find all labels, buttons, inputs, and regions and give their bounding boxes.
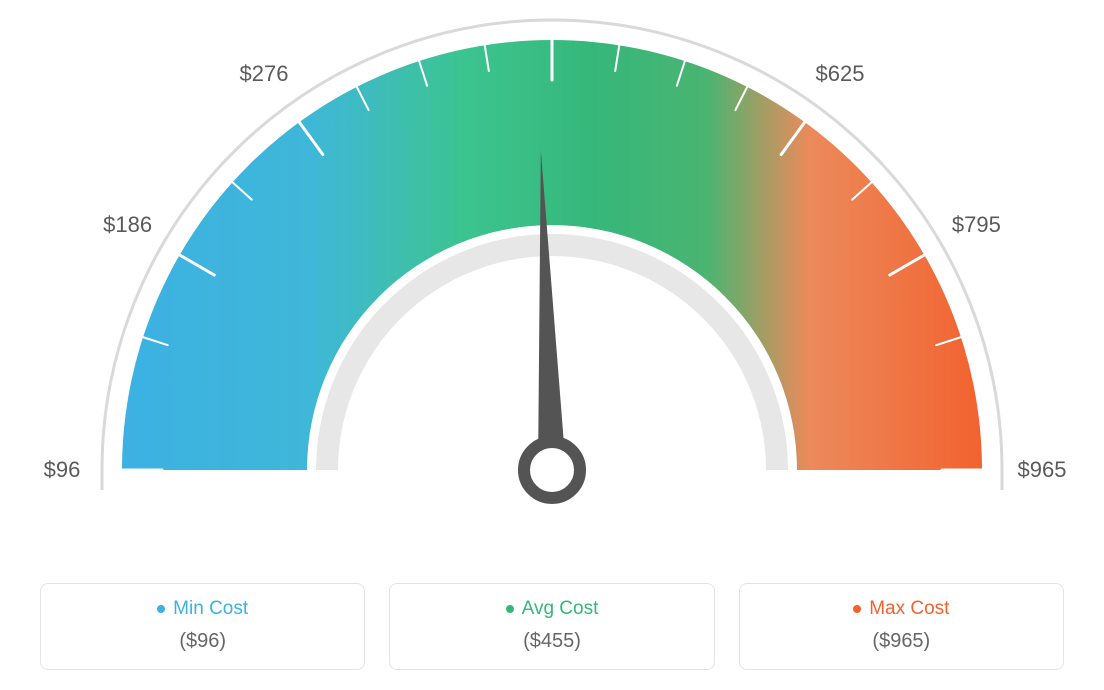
legend-dot-max (853, 605, 861, 613)
legend-card-min: Min Cost ($96) (40, 583, 365, 670)
gauge-container: $96$186$276$455$625$795$965 (0, 0, 1104, 560)
legend-value-avg: ($455) (390, 630, 713, 653)
legend-label-min: Min Cost (173, 598, 248, 620)
legend-dot-avg (506, 605, 514, 613)
legend-dot-min (157, 605, 165, 613)
gauge-tick-label: $96 (44, 457, 81, 483)
legend-label-max: Max Cost (869, 598, 949, 620)
gauge-tick-label: $625 (816, 61, 865, 87)
legend-top-min: Min Cost (157, 598, 248, 620)
legend-card-max: Max Cost ($965) (739, 583, 1064, 670)
gauge-tick-label: $965 (1018, 457, 1067, 483)
legend-card-avg: Avg Cost ($455) (389, 583, 714, 670)
legend-value-min: ($96) (41, 630, 364, 653)
gauge-svg (0, 0, 1104, 560)
legend-label-avg: Avg Cost (522, 598, 599, 620)
legend-row: Min Cost ($96) Avg Cost ($455) Max Cost … (0, 583, 1104, 670)
gauge-tick-label: $186 (103, 212, 152, 238)
gauge-tick-label: $276 (240, 61, 289, 87)
legend-top-max: Max Cost (853, 598, 949, 620)
legend-top-avg: Avg Cost (506, 598, 599, 620)
gauge-tick-label: $795 (952, 212, 1001, 238)
legend-value-max: ($965) (740, 630, 1063, 653)
